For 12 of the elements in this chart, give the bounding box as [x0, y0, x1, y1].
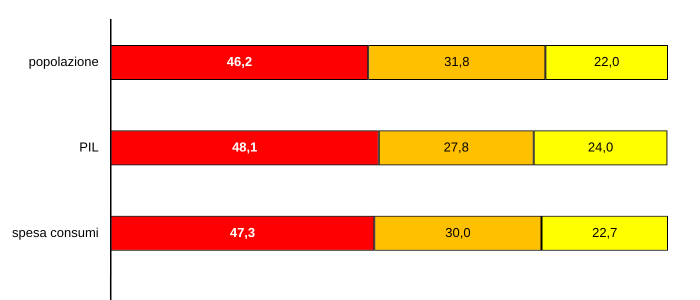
- data-label: 22,7: [592, 224, 618, 240]
- y-tick-label: spesa consumi: [12, 224, 99, 240]
- data-label: 47,3: [230, 224, 256, 240]
- data-label: 24,0: [588, 139, 614, 154]
- data-label: 31,8: [444, 54, 470, 70]
- data-label: 46,2: [226, 54, 252, 70]
- data-label: 30,0: [445, 224, 471, 240]
- data-label: 27,8: [444, 139, 469, 154]
- data-label: 48,1: [232, 139, 258, 154]
- data-label: 22,0: [594, 54, 620, 70]
- y-tick-label: popolazione: [28, 54, 99, 70]
- y-tick-label: PIL: [79, 139, 99, 154]
